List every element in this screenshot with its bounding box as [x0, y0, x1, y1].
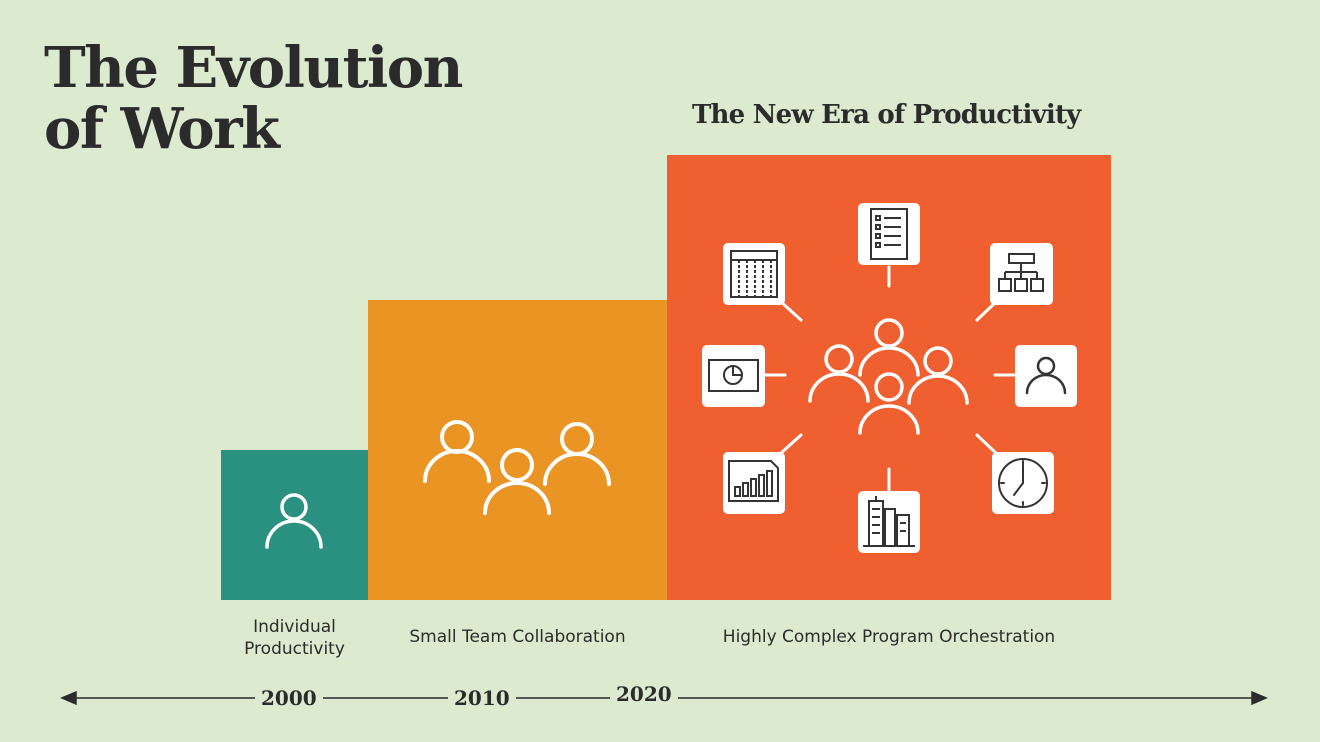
- new-era-heading: The New Era of Productivity: [692, 100, 1081, 130]
- year-2010: 2010: [448, 686, 516, 710]
- org-chart-icon: [990, 243, 1053, 305]
- stage-2010-label: Small Team Collaboration: [409, 627, 626, 647]
- stage-2000-label-line-2: Productivity: [244, 639, 345, 659]
- office-building-icon: [858, 491, 920, 553]
- title-line-1: The Evolution: [44, 35, 463, 101]
- checklist-icon: [858, 203, 920, 265]
- spreadsheet-icon: [723, 243, 785, 305]
- timeline-right-arrow-icon: [1251, 690, 1268, 706]
- stage-2000-label-line-1: Individual: [253, 617, 336, 637]
- person-icon: [265, 493, 323, 549]
- stage-2020-block: [667, 155, 1111, 600]
- timeline-left-arrow-icon: [60, 690, 77, 706]
- pie-chart-slide-icon: [702, 345, 765, 407]
- bar-chart-icon: [723, 452, 785, 514]
- stage-2020-label: Highly Complex Program Orchestration: [722, 627, 1056, 647]
- stage-2000-block: [221, 450, 368, 600]
- page-title: The Evolution of Work: [44, 35, 463, 162]
- user-profile-icon: [1015, 345, 1077, 407]
- stage-2010-block: [368, 300, 667, 600]
- title-line-2: of Work: [44, 96, 280, 162]
- stage-2000-label: Individual Productivity: [221, 616, 368, 660]
- year-2000: 2000: [255, 686, 323, 710]
- large-group-icon: [808, 318, 969, 435]
- team-icon: [423, 420, 611, 515]
- year-2020: 2020: [610, 682, 678, 706]
- clock-icon: [992, 452, 1054, 514]
